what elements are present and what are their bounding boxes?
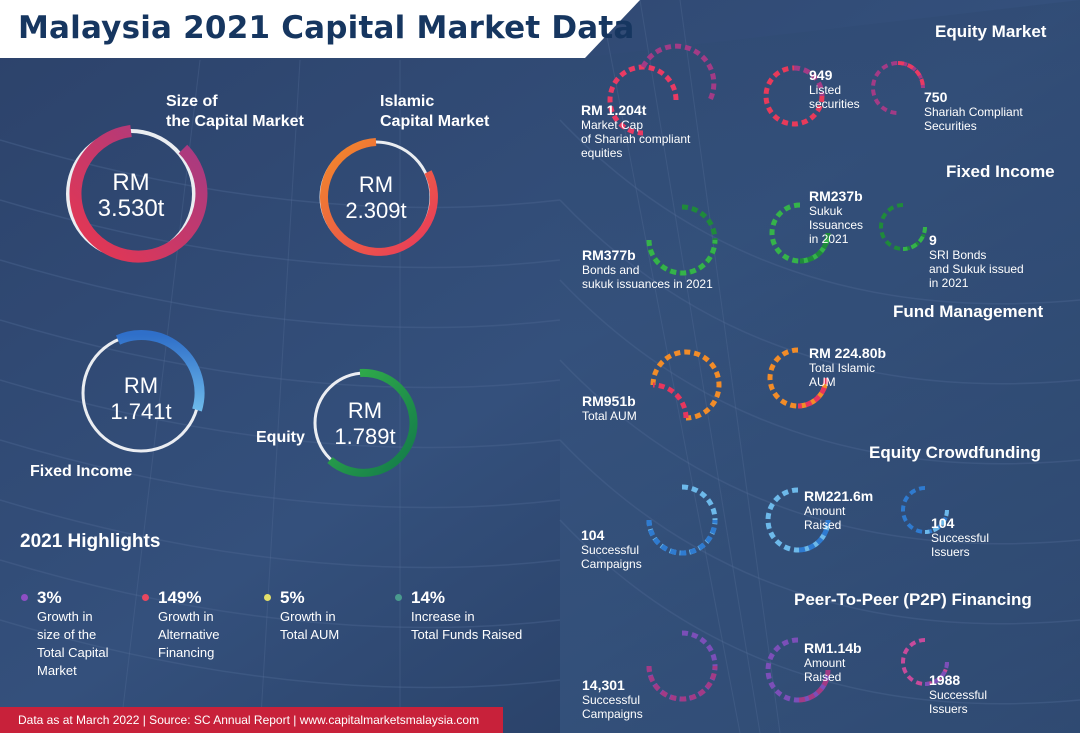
ecf-heading: Equity Crowdfunding — [869, 443, 1041, 462]
equity-ring-arc — [327, 368, 418, 477]
p2p-heading: Peer-To-Peer (P2P) Financing — [794, 590, 1032, 609]
islamic-ring-arc — [320, 138, 438, 256]
fixed-ring-arc — [115, 330, 205, 412]
em-stat-c: 750 Shariah Compliant Securities — [924, 89, 1023, 133]
size-value: RM 3.530t — [97, 169, 165, 222]
fi-stat-c: 9 SRI Bonds and Sukuk issued in 2021 — [929, 232, 1024, 290]
p2p-stat-c: 1988 Successful Issuers — [929, 672, 988, 716]
em-stat-a: RM 1.204t Market Cap of Shariah complian… — [581, 102, 691, 160]
ecf-stat-b: RM221.6m Amount Raised — [804, 488, 874, 532]
highlight-4: 14% Increase in Total Funds Raised — [395, 588, 522, 644]
fm-stat-a: RM951b Total AUM — [582, 393, 637, 423]
equity-label: Equity — [256, 429, 305, 446]
fi-stat-b: RM237b Sukuk Issuances in 2021 — [809, 188, 864, 246]
ecf-stat-a: 104 Successful Campaigns — [581, 527, 642, 571]
p2p-stat-b: RM1.14b Amount Raised — [804, 640, 862, 684]
highlight-3: 5% Growth in Total AUM — [264, 588, 339, 644]
equity-market-heading: Equity Market — [935, 22, 1047, 41]
highlights-heading: 2021 Highlights — [20, 531, 161, 552]
page-title: Malaysia 2021 Capital Market Data — [18, 10, 635, 46]
size-label: Size of the Capital Market — [166, 93, 304, 130]
fixed-income-heading: Fixed Income — [946, 162, 1055, 181]
fixed-value: RM 1.741t — [110, 373, 172, 424]
fixed-label: Fixed Income — [30, 463, 133, 480]
highlight-2: 149% Growth in Alternative Financing — [142, 588, 219, 662]
bullet-icon — [264, 594, 271, 601]
fm-stat-b: RM 224.80b Total Islamic AUM — [809, 345, 887, 389]
bullet-icon — [142, 594, 149, 601]
highlight-1: 3% Growth in size of the Total Capital M… — [21, 588, 109, 680]
ecf-stat-c: 104 Successful Issuers — [931, 515, 990, 559]
fi-stat-a: RM377b Bonds and sukuk issuances in 2021 — [582, 247, 713, 291]
fund-management-heading: Fund Management — [893, 302, 1044, 321]
bullet-icon — [395, 594, 402, 601]
capital-rings — [66, 125, 438, 477]
em-stat-b: 949 Listed securities — [809, 67, 860, 111]
islamic-value: RM 2.309t — [345, 172, 407, 223]
bullet-icon — [21, 594, 28, 601]
p2p-stat-a: 14,301 Successful Campaigns — [582, 677, 643, 721]
size-ring-arc — [69, 125, 208, 263]
equity-value: RM 1.789t — [334, 398, 396, 449]
islamic-label: Islamic Capital Market — [380, 93, 490, 130]
stat-rings — [607, 43, 949, 703]
source-footer: Data as at March 2022 | Source: SC Annua… — [0, 707, 503, 733]
